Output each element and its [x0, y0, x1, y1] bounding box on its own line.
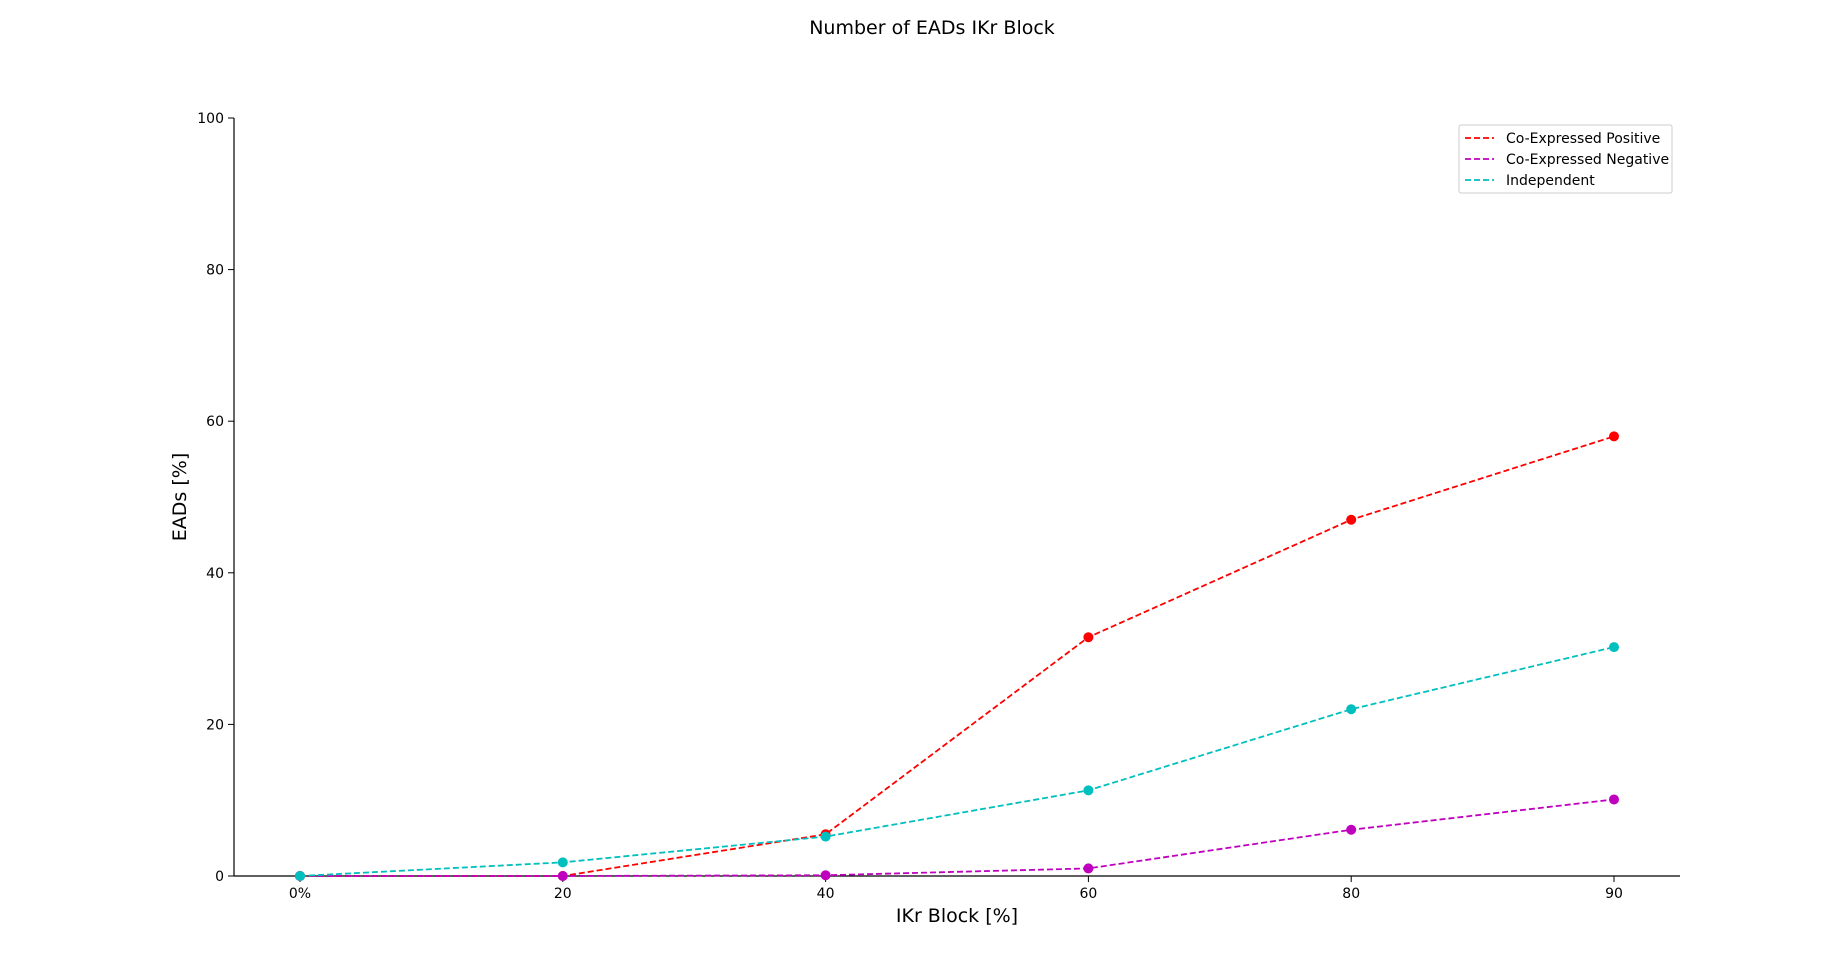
series-line: [299, 646, 1615, 877]
data-point: [1609, 794, 1619, 805]
data-point: [1346, 514, 1357, 525]
data-point: [557, 857, 568, 868]
y-ticks: 0 20 40 60 80 100: [197, 111, 234, 885]
y-tick-label: 0: [215, 869, 224, 885]
data-point: [557, 871, 568, 881]
x-tick-label: 20: [554, 886, 572, 902]
x-tick-label: 90: [1605, 886, 1623, 902]
data-point: [1346, 824, 1357, 835]
legend-label: Independent: [1506, 173, 1595, 189]
series-line: [300, 435, 1615, 877]
x-tick-label: 80: [1342, 886, 1360, 902]
series-layer: [295, 431, 1619, 881]
y-tick-label: 40: [206, 566, 224, 582]
legend-label: Co-Expressed Positive: [1506, 131, 1660, 147]
legend: Co-Expressed Positive Co-Expressed Negati…: [1458, 124, 1673, 194]
y-tick-label: 20: [206, 717, 224, 733]
data-point: [295, 871, 305, 881]
x-tick-label: 0%: [289, 886, 311, 902]
x-tick-label: 40: [817, 886, 835, 902]
series-2: [295, 642, 1619, 881]
legend-items: Co-Expressed Positive Co-Expressed Negati…: [1465, 131, 1669, 189]
legend-label: Co-Expressed Negative: [1506, 152, 1669, 168]
chart-title: Number of EADs IKr Block: [809, 17, 1055, 39]
data-point: [1346, 704, 1357, 715]
data-point: [1609, 431, 1619, 442]
data-point: [1609, 642, 1619, 653]
y-tick-label: 100: [197, 111, 224, 127]
y-tick-label: 60: [206, 414, 224, 430]
x-axis-title: IKr Block [%]: [896, 905, 1018, 927]
data-point: [1083, 863, 1094, 874]
y-axis-title: EADs [%]: [169, 453, 191, 541]
data-point: [820, 831, 831, 842]
legend-frame: [1458, 124, 1673, 194]
x-tick-label: 60: [1079, 886, 1097, 902]
y-tick-label: 80: [206, 263, 224, 279]
series-line: [300, 798, 1615, 877]
x-ticks: 0% 20 40 60 80 90: [289, 876, 1623, 902]
data-point: [820, 870, 831, 881]
axes: [233, 118, 1680, 877]
series-1: [295, 794, 1619, 881]
data-point: [1083, 785, 1094, 796]
data-point: [1083, 632, 1094, 643]
